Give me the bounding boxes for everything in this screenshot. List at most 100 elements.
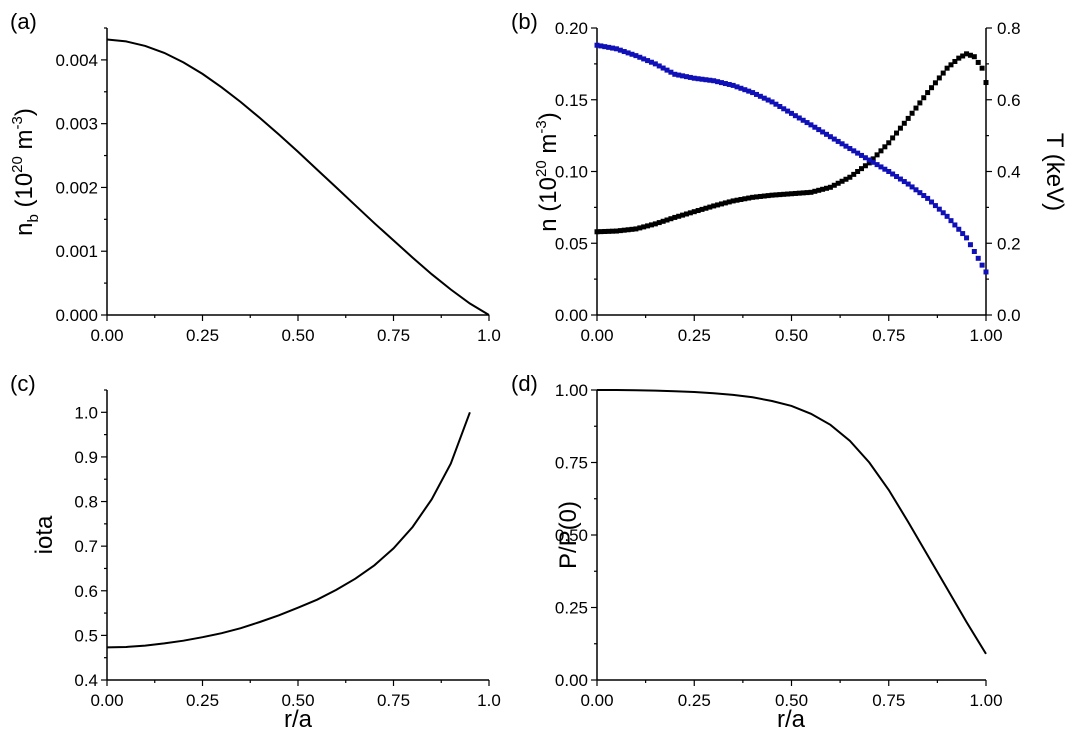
data-point-n — [753, 194, 759, 200]
data-point-n — [734, 197, 740, 203]
data-point-n — [812, 188, 818, 194]
x-tick-label: 0.00 — [580, 691, 613, 710]
data-point-T — [629, 51, 635, 57]
x-tick-label: 0.50 — [281, 691, 314, 710]
x-axis-title: r/a — [777, 706, 806, 733]
data-point-n — [718, 201, 724, 207]
y2-tick-label: 0.0 — [997, 306, 1021, 325]
series-line — [106, 38, 490, 316]
data-point-n — [691, 209, 697, 215]
data-point-T — [796, 115, 802, 121]
data-point-T — [757, 93, 763, 99]
y2-tick-label: 0.2 — [997, 234, 1021, 253]
data-point-T — [781, 106, 787, 112]
data-point-T — [680, 73, 686, 79]
data-point-T — [831, 136, 837, 142]
data-point-T — [648, 59, 654, 65]
data-point-n — [711, 203, 717, 209]
x-tick-label: 0.00 — [580, 326, 613, 345]
data-point-T — [901, 179, 907, 185]
data-point-T — [843, 143, 849, 149]
data-point-T — [598, 43, 604, 49]
x-tick-label: 0.50 — [775, 691, 808, 710]
y-tick-label: 0.00 — [555, 306, 588, 325]
data-point-T — [645, 58, 651, 64]
data-point-T — [711, 78, 717, 84]
data-point-T — [804, 120, 810, 126]
y-tick-label: 0.001 — [55, 242, 98, 261]
data-point-n — [831, 182, 837, 188]
y-tick-label: 0.15 — [555, 91, 588, 110]
data-point-n — [610, 228, 616, 234]
data-point-T — [785, 108, 791, 114]
data-point-T — [816, 127, 822, 133]
panel-label: (d) — [511, 371, 538, 396]
panel-b: (b) 0.00 0.25 0.50 0.75 1.00 0.00 0.05 0.10 0.15 0… — [511, 9, 1068, 345]
data-point-T — [820, 129, 826, 135]
data-point-T — [610, 45, 616, 51]
data-point-T — [625, 50, 631, 56]
data-point-T — [886, 169, 892, 174]
data-point-n — [726, 199, 732, 205]
data-point-T — [948, 218, 954, 224]
data-point-T — [792, 113, 798, 119]
data-point-T — [800, 117, 806, 123]
data-point-n — [645, 223, 651, 229]
y-tick-label: 0.6 — [74, 582, 98, 601]
data-point-T — [866, 157, 872, 163]
y-tick-label: 0.7 — [74, 537, 98, 556]
x-tick-label: 0.50 — [281, 326, 314, 345]
panel-label: (c) — [10, 371, 36, 396]
data-point-n — [929, 85, 935, 91]
data-point-T — [913, 187, 919, 193]
data-point-n — [781, 191, 787, 197]
y-axis-title: nb (1020 m-3) — [9, 108, 42, 236]
data-point-T — [855, 150, 861, 156]
data-point-T — [676, 72, 682, 78]
data-point-n — [804, 190, 810, 196]
x-tick-label: 0.75 — [377, 691, 410, 710]
data-point-T — [874, 162, 880, 168]
data-point-n — [594, 229, 600, 235]
data-point-T — [633, 53, 639, 59]
x-tick-label: 0.25 — [678, 326, 711, 345]
series-line — [106, 411, 471, 649]
x-tick-label: 1.0 — [477, 326, 501, 345]
data-point-n — [894, 130, 900, 136]
data-point-n — [909, 110, 915, 116]
data-point-T — [960, 231, 966, 237]
data-point-n — [792, 190, 798, 196]
data-point-n — [606, 228, 612, 234]
data-point-T — [827, 134, 833, 140]
data-point-T — [742, 87, 748, 93]
data-point-T — [929, 199, 935, 205]
data-point-n — [629, 226, 635, 232]
x-tick-label: 0.25 — [186, 691, 219, 710]
data-point-T — [660, 65, 666, 71]
y-axis-title: P/P(0) — [555, 501, 582, 569]
data-point-T — [652, 61, 658, 67]
data-point-T — [672, 71, 678, 77]
data-point-n — [855, 169, 861, 174]
data-point-T — [917, 190, 923, 196]
data-point-T — [753, 91, 759, 97]
data-point-n — [668, 216, 674, 222]
data-point-T — [859, 152, 865, 158]
y-tick-label: 0.05 — [555, 234, 588, 253]
data-point-n — [952, 58, 958, 64]
data-point-n — [777, 192, 783, 198]
data-point-n — [948, 62, 954, 68]
data-point-T — [691, 75, 697, 81]
x-tick-label: 0.25 — [186, 326, 219, 345]
data-point-T — [707, 77, 713, 83]
data-point-n — [687, 210, 693, 216]
data-point-n — [859, 166, 865, 172]
data-point-n — [621, 227, 627, 233]
data-point-n — [664, 217, 670, 223]
data-point-T — [777, 103, 783, 109]
data-point-n — [913, 105, 919, 111]
data-point-T — [909, 184, 915, 190]
data-point-T — [940, 210, 946, 216]
data-point-n — [936, 75, 942, 81]
data-point-n — [901, 120, 907, 126]
